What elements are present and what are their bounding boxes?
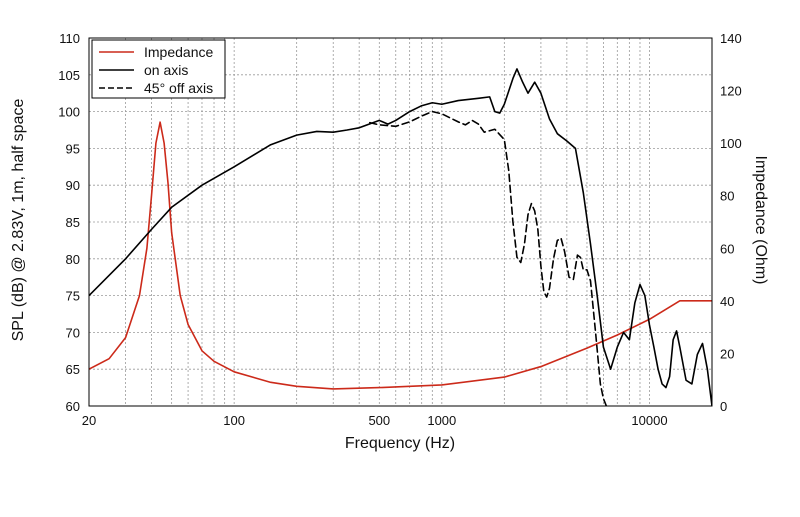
x-tick-label-1000: 1000	[427, 413, 456, 428]
left-tick-label-105: 105	[58, 68, 80, 83]
right-tick-label-60: 60	[720, 241, 734, 256]
right-tick-label-120: 120	[720, 84, 742, 99]
right-tick-label-140: 140	[720, 31, 742, 46]
left-tick-label-65: 65	[66, 362, 80, 377]
x-tick-label-100: 100	[223, 413, 245, 428]
left-tick-label-100: 100	[58, 105, 80, 120]
tick-labels: 20 100 500 1000 1000060657075808590951001051…	[58, 31, 741, 428]
left-axis-title: SPL (dB) @ 2.83V, 1m, half space	[10, 99, 27, 342]
right-tick-label-20: 20	[720, 346, 734, 361]
left-tick-label-110: 110	[59, 31, 80, 46]
right-axis-title: Impedance (Ohm)	[752, 156, 769, 285]
grid-lines	[89, 38, 712, 406]
right-tick-label-80: 80	[720, 189, 734, 204]
x-tick-label-10000: 10000	[631, 413, 667, 428]
x-axis-title: Frequency (Hz)	[345, 435, 455, 452]
legend: Impedance on axis 45° off axis	[91, 39, 226, 99]
left-tick-label-80: 80	[66, 252, 80, 267]
left-tick-label-60: 60	[66, 399, 80, 414]
right-tick-label-40: 40	[720, 294, 734, 309]
x-tick-label-500: 500	[368, 413, 390, 428]
x-tick-label-20: 20	[82, 413, 96, 428]
series-line-off-axis	[369, 110, 608, 406]
series-line-on-axis	[89, 68, 712, 406]
left-tick-label-95: 95	[66, 141, 80, 156]
legend-label-on-axis: on axis	[144, 62, 188, 78]
legend-box	[91, 39, 226, 99]
left-tick-label-90: 90	[66, 178, 80, 193]
left-tick-label-85: 85	[66, 215, 80, 230]
plot-frame	[88, 37, 713, 407]
left-tick-label-75: 75	[66, 289, 80, 304]
right-tick-label-0: 0	[720, 399, 727, 414]
right-tick-label-100: 100	[720, 136, 742, 151]
plot-series	[89, 68, 712, 406]
series-line-impedance	[89, 121, 712, 390]
left-tick-label-70: 70	[66, 325, 80, 340]
legend-label-off-axis: 45° off axis	[144, 80, 213, 96]
legend-label-impedance: Impedance	[144, 44, 213, 60]
